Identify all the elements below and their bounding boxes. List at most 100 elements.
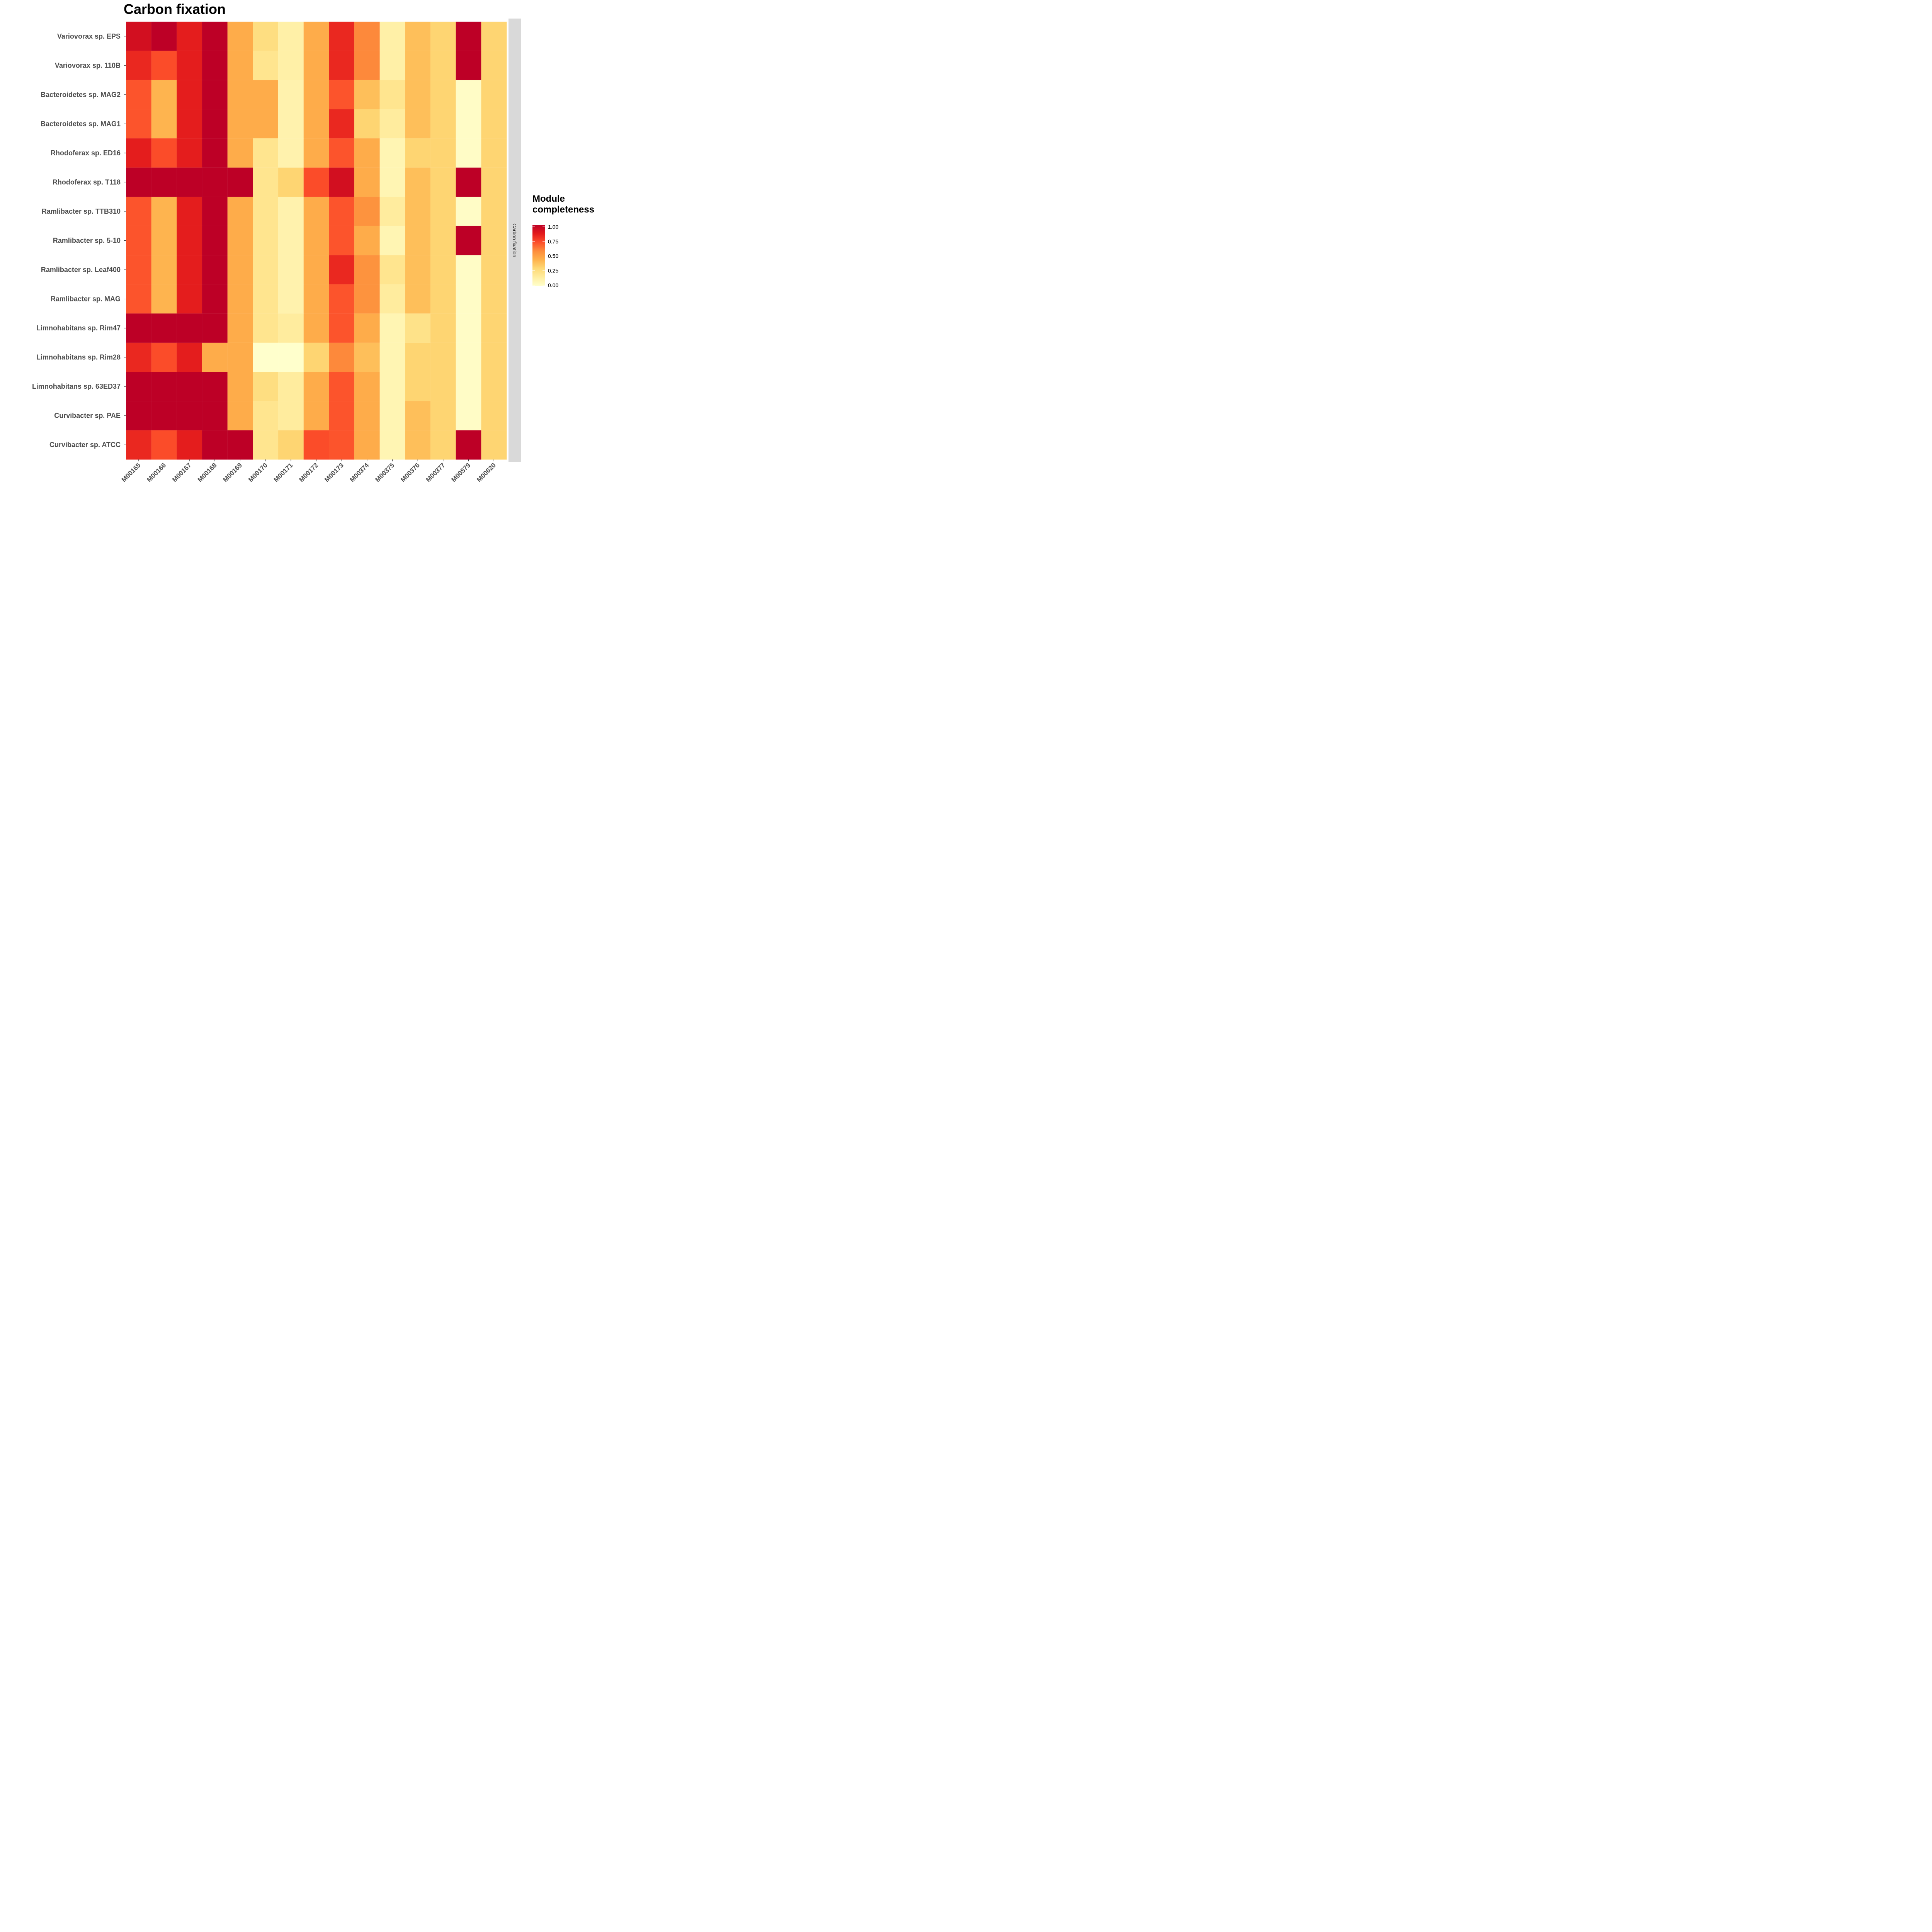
heatmap-cell xyxy=(456,313,482,343)
heatmap-cell xyxy=(202,313,228,343)
heatmap-cells xyxy=(126,21,507,460)
heatmap-cell xyxy=(303,21,330,51)
y-tick-label: Limnohabitans sp. 63ED37 xyxy=(32,383,121,390)
heatmap-cell xyxy=(177,138,202,168)
heatmap-cell xyxy=(405,109,431,139)
heatmap-cell xyxy=(405,196,431,226)
heatmap-cell xyxy=(405,430,431,460)
heatmap-cell xyxy=(202,430,228,460)
heatmap-cell xyxy=(253,80,279,110)
heatmap-cell xyxy=(456,21,482,51)
x-axis-labels: M00165 M00166 M00167 M00168 M00169 M00170 M001… xyxy=(120,459,497,483)
heatmap-cell xyxy=(278,284,304,314)
heatmap-cell xyxy=(126,167,152,197)
heatmap-cell xyxy=(278,51,304,80)
heatmap-cell xyxy=(379,401,406,431)
y-tick-label: Rhodoferax sp. ED16 xyxy=(51,149,121,157)
heatmap-cell xyxy=(430,226,456,256)
heatmap-cell xyxy=(151,342,177,372)
heatmap-cell xyxy=(253,21,279,51)
heatmap-cell xyxy=(456,284,482,314)
color-legend: Module completeness 1.00 0.75 0.50 0.25 0.00 xyxy=(532,194,594,288)
x-tick-label: M00167 xyxy=(171,461,193,483)
heatmap-cell xyxy=(253,313,279,343)
y-tick-label: Rhodoferax sp. T118 xyxy=(53,178,121,186)
heatmap-cell xyxy=(177,372,202,401)
heatmap-cell xyxy=(303,196,330,226)
heatmap-cell xyxy=(227,372,253,401)
heatmap-cell xyxy=(151,167,177,197)
heatmap-cell xyxy=(405,372,431,401)
heatmap-cell xyxy=(253,226,279,256)
heatmap-cell xyxy=(202,342,228,372)
heatmap-cell xyxy=(430,313,456,343)
heatmap-cell xyxy=(151,109,177,139)
y-tick-label: Ramlibacter sp. MAG xyxy=(51,295,121,303)
heatmap-cell xyxy=(405,284,431,314)
heatmap-cell xyxy=(430,109,456,139)
heatmap-cell xyxy=(253,51,279,80)
heatmap-cell xyxy=(379,138,406,168)
y-axis-labels: Variovorax sp. EPS Variovorax sp. 110B Bac… xyxy=(32,32,126,449)
heatmap-cell xyxy=(354,109,380,139)
y-tick-label: Ramlibacter sp. Leaf400 xyxy=(41,266,121,274)
heatmap-cell xyxy=(177,51,202,80)
x-tick-label: M00171 xyxy=(272,461,294,483)
y-tick-label: Variovorax sp. EPS xyxy=(57,32,121,40)
heatmap-cell xyxy=(354,226,380,256)
heatmap-cell xyxy=(202,401,228,431)
legend-tick-label: 0.50 xyxy=(548,253,558,259)
heatmap-cell xyxy=(456,51,482,80)
heatmap-cell xyxy=(354,21,380,51)
heatmap-cell xyxy=(456,80,482,110)
heatmap-cell xyxy=(177,401,202,431)
heatmap-cell xyxy=(303,255,330,285)
heatmap-cell xyxy=(329,255,355,285)
y-tick-label: Curvibacter sp. ATCC xyxy=(49,441,121,449)
heatmap-cell xyxy=(456,138,482,168)
x-tick-label: M00172 xyxy=(298,461,320,483)
y-tick-label: Ramlibacter sp. TTB310 xyxy=(42,207,121,215)
legend-tick-label: 1.00 xyxy=(548,224,558,230)
x-tick-label: M00579 xyxy=(450,461,472,483)
heatmap-cell xyxy=(430,21,456,51)
heatmap-cell xyxy=(253,138,279,168)
heatmap-cell xyxy=(278,21,304,51)
heatmap-cell xyxy=(202,255,228,285)
heatmap-cell xyxy=(379,196,406,226)
legend-title-line-2: completeness xyxy=(532,204,594,215)
heatmap-cell xyxy=(456,109,482,139)
heatmap-cell xyxy=(379,80,406,110)
heatmap-cell xyxy=(278,342,304,372)
heatmap-cell xyxy=(303,284,330,314)
heatmap-cell xyxy=(430,401,456,431)
heatmap-cell xyxy=(227,21,253,51)
x-tick-label: M00170 xyxy=(247,461,269,483)
heatmap-cell xyxy=(329,196,355,226)
heatmap-cell xyxy=(329,430,355,460)
heatmap-cell xyxy=(177,284,202,314)
heatmap-cell xyxy=(430,372,456,401)
heatmap-cell xyxy=(126,255,152,285)
heatmap-cell xyxy=(177,226,202,256)
heatmap-cell xyxy=(202,167,228,197)
heatmap-cell xyxy=(379,342,406,372)
heatmap-cell xyxy=(177,196,202,226)
heatmap-cell xyxy=(278,109,304,139)
heatmap-cell xyxy=(456,342,482,372)
x-tick-label: M00173 xyxy=(323,461,345,483)
heatmap-cell xyxy=(202,372,228,401)
heatmap-cell xyxy=(278,167,304,197)
heatmap-cell xyxy=(329,109,355,139)
heatmap-cell xyxy=(227,138,253,168)
heatmap-cell xyxy=(481,21,507,51)
heatmap-cell xyxy=(151,80,177,110)
heatmap-cell xyxy=(202,51,228,80)
heatmap-cell xyxy=(202,21,228,51)
heatmap-cell xyxy=(151,401,177,431)
heatmap-cell xyxy=(278,138,304,168)
heatmap-cell xyxy=(227,313,253,343)
y-tick-label: Limnohabitans sp. Rim47 xyxy=(36,324,121,332)
heatmap-cell xyxy=(405,138,431,168)
heatmap-cell xyxy=(405,401,431,431)
